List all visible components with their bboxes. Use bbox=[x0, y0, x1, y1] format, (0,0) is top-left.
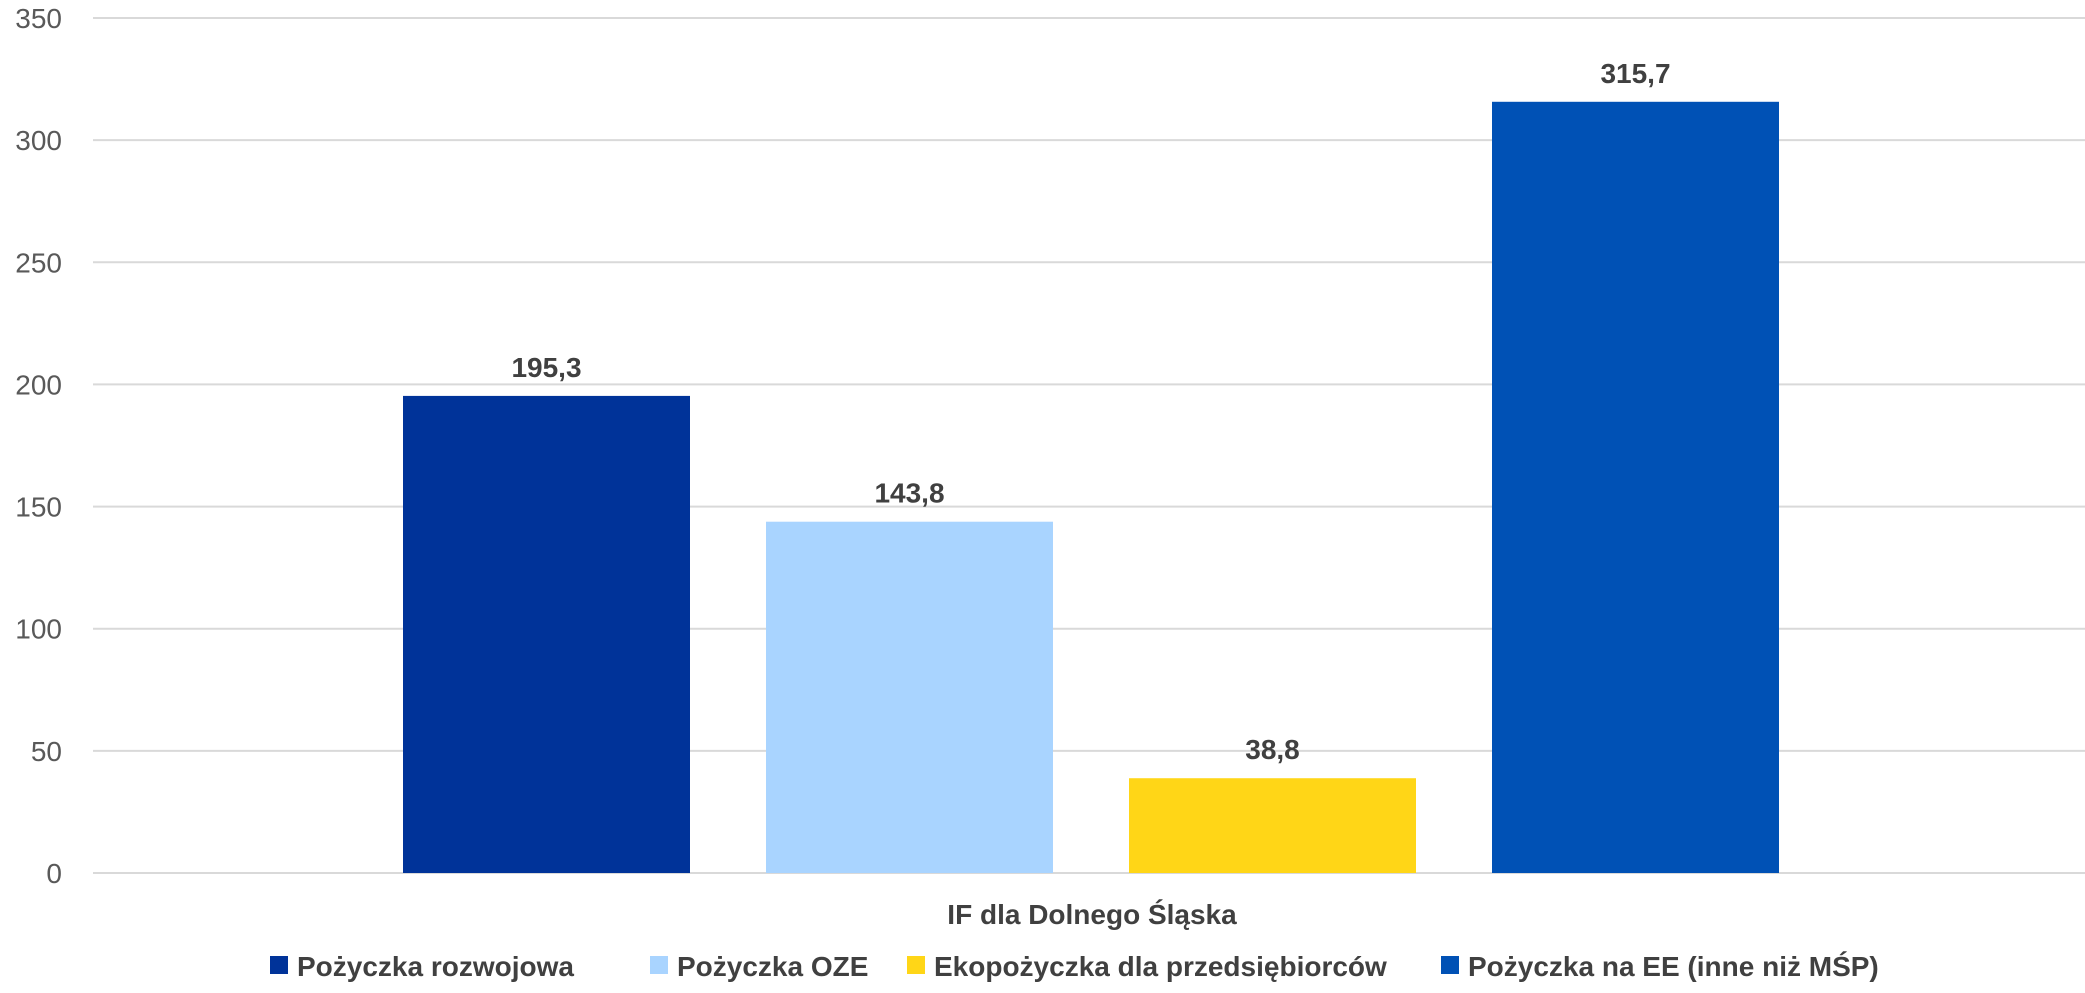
x-category-label: IF dla Dolnego Śląska bbox=[947, 899, 1237, 930]
bar-1 bbox=[403, 395, 690, 873]
bars bbox=[403, 101, 1779, 874]
legend-label-1: Pożyczka rozwojowa bbox=[297, 951, 574, 982]
legend-swatch-2 bbox=[650, 956, 668, 974]
legend-label-2: Pożyczka OZE bbox=[677, 951, 868, 982]
bar-4 bbox=[1492, 101, 1779, 874]
y-tick-label: 350 bbox=[15, 3, 62, 34]
gridlines bbox=[93, 17, 2085, 874]
legend-swatch-4 bbox=[1441, 956, 1459, 974]
y-tick-label: 250 bbox=[15, 247, 62, 278]
legend: Pożyczka rozwojowa Pożyczka OZE Ekopożyczk… bbox=[270, 951, 1879, 982]
data-label-1: 195,3 bbox=[511, 352, 581, 383]
legend-swatch-3 bbox=[907, 956, 925, 974]
y-tick-label: 300 bbox=[15, 125, 62, 156]
y-axis-ticks: 0 50 100 150 200 250 300 350 bbox=[15, 3, 62, 889]
data-label-3: 38,8 bbox=[1245, 734, 1300, 765]
legend-label-4: Pożyczka na EE (inne niż MŚP) bbox=[1468, 951, 1879, 982]
y-tick-label: 0 bbox=[46, 858, 62, 889]
y-tick-label: 50 bbox=[31, 736, 62, 767]
legend-label-3: Ekopożyczka dla przedsiębiorców bbox=[934, 951, 1387, 982]
y-tick-label: 200 bbox=[15, 369, 62, 400]
data-label-4: 315,7 bbox=[1600, 58, 1670, 89]
data-label-2: 143,8 bbox=[874, 478, 944, 509]
legend-swatch-1 bbox=[270, 956, 288, 974]
bar-3 bbox=[1129, 778, 1416, 873]
y-tick-label: 150 bbox=[15, 492, 62, 523]
y-tick-label: 100 bbox=[15, 614, 62, 645]
bar-2 bbox=[766, 521, 1053, 873]
data-labels: 195,3 143,8 38,8 315,7 bbox=[511, 58, 1670, 765]
